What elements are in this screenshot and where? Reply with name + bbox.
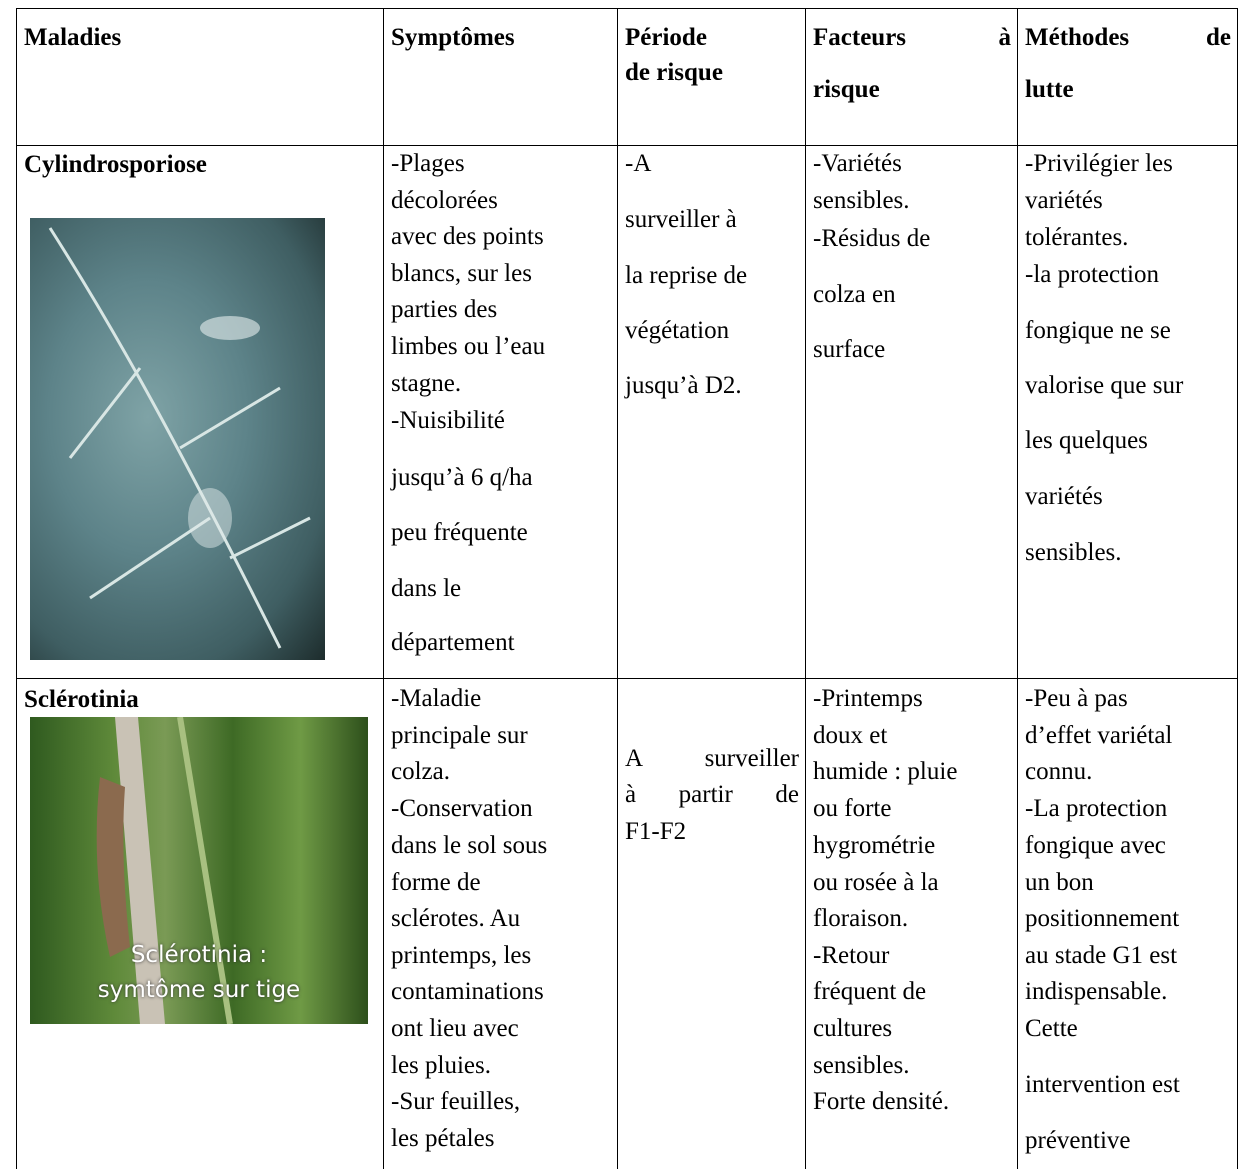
cell-text: ou forte: [813, 795, 892, 822]
header-text: Cylindrosporiose: [24, 151, 207, 178]
cell-text: -Maladie: [391, 685, 482, 712]
cell-text: -la protection: [1025, 261, 1159, 288]
cell-text: fréquent de: [813, 978, 927, 1005]
cell-text: d’effet variétal: [1025, 722, 1173, 749]
cell-text: -A: [625, 150, 652, 177]
cell-text: -Nuisibilité: [391, 407, 505, 434]
border: [16, 145, 1238, 146]
cell-text: jusqu’à 6 q/ha: [391, 464, 533, 491]
image-caption: Sclérotinia :: [130, 942, 268, 968]
cell-text: -Conservation: [391, 795, 533, 822]
cell-text: jusqu’à D2.: [625, 372, 742, 399]
header-text: Méthodes de: [1025, 24, 1231, 51]
cell-text: colza en: [813, 281, 896, 308]
cell-text: les pluies.: [391, 1052, 491, 1079]
cell-text: parties des: [391, 296, 498, 323]
stem: [96, 717, 233, 1024]
cell-text: -Variétés: [813, 150, 902, 177]
cell-text: connu.: [1025, 758, 1093, 785]
cell-text: indispensable.: [1025, 978, 1168, 1005]
header-text: de risque: [625, 59, 723, 86]
cell-text: ou rosée à la: [813, 869, 939, 896]
cell-text: avec des points: [391, 223, 544, 250]
cell-text: F1-F2: [625, 818, 687, 845]
image-caption: symtôme sur tige: [97, 977, 301, 1003]
cell-text: floraison.: [813, 905, 909, 932]
cell-text: variétés: [1025, 483, 1103, 510]
cell-text: sensibles.: [813, 1052, 910, 1079]
cell-text: positionnement: [1025, 905, 1180, 932]
cell-text: les pétales: [391, 1125, 495, 1152]
cell-text: stagne.: [391, 370, 462, 397]
cell-text: Forte densité.: [813, 1088, 950, 1115]
cell-text: sensibles.: [813, 187, 910, 214]
cell-text: A surveiller: [625, 745, 799, 772]
cell-text: forme de: [391, 869, 481, 896]
border: [16, 8, 17, 1169]
cell-text: humide : pluie: [813, 758, 958, 785]
header-text: Sclérotinia: [24, 686, 139, 713]
cell-text: principale sur: [391, 722, 528, 749]
cell-text: décolorées: [391, 187, 498, 214]
cell-text: dans le: [391, 575, 462, 602]
cell-text: fongique ne se: [1025, 317, 1171, 344]
cell-text: hygrométrie: [813, 832, 936, 859]
cell-text: -Retour: [813, 942, 890, 969]
cell-text: intervention est: [1025, 1071, 1180, 1098]
cell-text: printemps, les: [391, 942, 532, 969]
cell-text: fongique avec: [1025, 832, 1166, 859]
cell-text: cultures: [813, 1015, 893, 1042]
cell-text: valorise que sur: [1025, 372, 1184, 399]
cell-text: limbes ou l’eau: [391, 333, 546, 360]
cell-text: -Peu à pas: [1025, 685, 1128, 712]
header-text: Maladies: [24, 24, 122, 51]
cell-text: blancs, sur les: [391, 260, 532, 287]
cell-text: la reprise de: [625, 262, 748, 289]
cell-text: -Sur feuilles,: [391, 1088, 521, 1115]
cell-text: département: [391, 629, 515, 656]
cell-text: surveiller à: [625, 206, 737, 233]
header-text: lutte: [1025, 76, 1074, 103]
cell-text: ont lieu avec: [391, 1015, 519, 1042]
photo-sclerotinia: Sclérotinia : symtôme sur tige: [30, 717, 368, 1024]
border: [805, 8, 806, 1169]
cell-text: Cette: [1025, 1015, 1078, 1042]
cell-text: à partir de: [625, 781, 799, 808]
cell-text: au stade G1 est: [1025, 942, 1178, 969]
header-text: risque: [813, 76, 880, 103]
cell-text: contaminations: [391, 978, 544, 1005]
cell-text: sclérotes. Au: [391, 905, 521, 932]
border: [383, 8, 384, 1169]
photo-cylindrosporiose: [30, 218, 325, 660]
cell-text: un bon: [1025, 869, 1094, 896]
border: [1237, 8, 1238, 1169]
border: [1017, 8, 1018, 1169]
cell-text: -Plages: [391, 150, 465, 177]
header-text: Facteurs à: [813, 24, 1011, 51]
cell-text: -La protection: [1025, 795, 1168, 822]
cell-text: préventive: [1025, 1127, 1131, 1154]
cell-text: -Privilégier les: [1025, 150, 1173, 177]
cell-text: sensibles.: [1025, 539, 1122, 566]
border: [16, 8, 1238, 9]
leaf-veins: [48, 227, 311, 649]
cell-text: tolérantes.: [1025, 224, 1129, 251]
cell-text: peu fréquente: [391, 519, 528, 546]
cell-text: dans le sol sous: [391, 832, 548, 859]
header-text: Symptômes: [391, 24, 515, 51]
header-text: Période: [625, 24, 707, 51]
cell-text: doux et: [813, 722, 888, 749]
cell-text: variétés: [1025, 187, 1103, 214]
cell-text: colza.: [391, 758, 450, 785]
cell-text: -Printemps: [813, 685, 923, 712]
cell-text: surface: [813, 336, 886, 363]
cell-text: végétation: [625, 317, 730, 344]
border: [617, 8, 618, 1169]
cell-text: -Résidus de: [813, 225, 931, 252]
cell-text: les quelques: [1025, 427, 1148, 454]
border: [16, 678, 1238, 679]
